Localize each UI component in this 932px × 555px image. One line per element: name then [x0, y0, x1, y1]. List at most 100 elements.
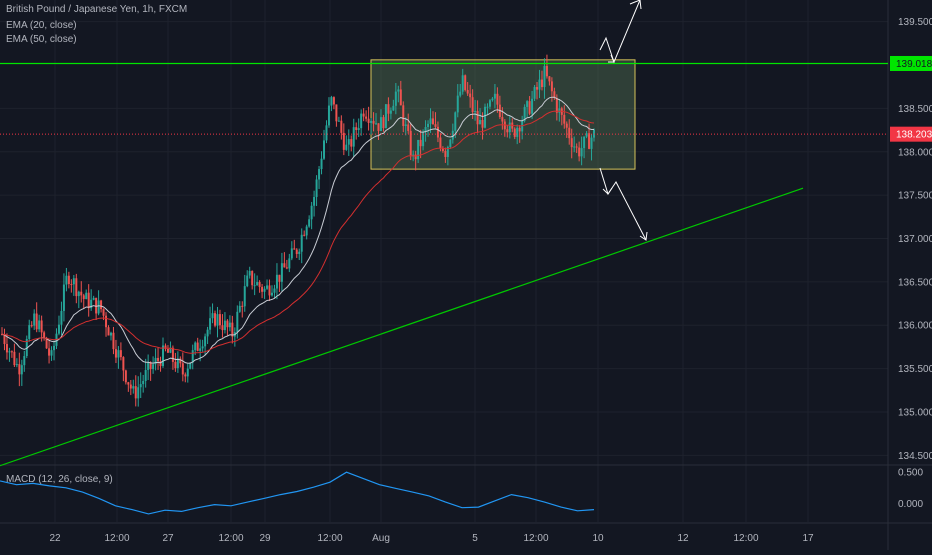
candle [580, 136, 583, 166]
candle-body [189, 362, 192, 369]
candle [80, 281, 83, 303]
breakout-up-arrow [599, 0, 641, 64]
candle-body [152, 364, 155, 370]
candle [30, 321, 33, 328]
candle-body [218, 314, 221, 326]
candle [256, 275, 259, 286]
candle [379, 109, 382, 132]
candle-body [434, 124, 437, 127]
candle [367, 106, 370, 131]
candle [43, 330, 46, 341]
candle-body [82, 295, 85, 300]
candle-body [543, 65, 546, 88]
candle [53, 340, 56, 361]
candle [370, 117, 373, 135]
candle-body [181, 363, 184, 375]
candle-body [355, 127, 358, 131]
candle [248, 266, 251, 279]
candle [33, 309, 36, 330]
candle [105, 312, 108, 337]
candle [513, 127, 516, 140]
candle [196, 337, 199, 352]
candle [315, 175, 318, 206]
candle-body [439, 137, 442, 149]
candle [184, 372, 187, 383]
candle [186, 363, 189, 383]
ema20-legend[interactable]: EMA (20, close) [6, 20, 77, 31]
candle [191, 344, 194, 370]
candle-body [5, 344, 8, 353]
candle-body [119, 350, 122, 358]
candle-body [228, 322, 231, 328]
time-tick-label: 12 [677, 533, 689, 544]
time-axis-labels: 22 12:00 27 12:00 29 12:00 Aug 5 12:00 10 12 12:00 1… [49, 533, 814, 544]
candle-body [367, 118, 370, 123]
candle-body [382, 117, 385, 129]
candle [117, 346, 120, 369]
ema50-legend[interactable]: EMA (50, close) [6, 34, 77, 45]
candle-body [191, 350, 194, 363]
candle [313, 190, 316, 217]
candle-body [392, 105, 395, 111]
candle-body [436, 126, 439, 138]
candle-body [538, 79, 541, 90]
candle-body [50, 350, 53, 356]
candle [345, 135, 348, 151]
candle-body [518, 127, 521, 132]
candle [95, 297, 98, 320]
candle-body [379, 117, 382, 131]
candle-body [347, 139, 350, 145]
candle-body [323, 140, 326, 159]
candle-body [501, 117, 504, 122]
candle-body [526, 101, 529, 107]
candle-body [558, 108, 561, 113]
candle [211, 303, 214, 324]
price-axis-labels: 134.500 135.000 135.500 136.000 136.500 137.0… [898, 17, 932, 510]
candle-body [424, 127, 427, 132]
candle [397, 85, 400, 103]
candle-body [28, 325, 31, 339]
candle [392, 99, 395, 111]
candles [1, 54, 595, 407]
candle-body [327, 105, 330, 126]
macd-legend[interactable]: MACD (12, 26, close, 9) [6, 474, 113, 485]
candle [476, 100, 479, 134]
candle [23, 350, 26, 372]
candle-body [87, 292, 90, 309]
candle [28, 319, 31, 342]
candle [166, 345, 169, 353]
symbol-title[interactable]: British Pound / Japanese Yen, 1h, FXCM [6, 4, 188, 15]
last-price-badge-text: 138.203 [896, 130, 932, 141]
candle-body [588, 133, 591, 149]
candle [355, 122, 358, 140]
candle [38, 314, 41, 333]
candle-body [414, 154, 417, 160]
candle-body [407, 124, 410, 131]
candle-body [221, 325, 224, 331]
candle [50, 346, 53, 361]
candle [377, 123, 380, 140]
candle [365, 110, 368, 122]
candle-body [533, 87, 536, 99]
candle-body [570, 138, 573, 148]
candle [283, 252, 286, 268]
candle-body [365, 116, 368, 119]
candle [238, 301, 241, 313]
time-tick-label: Aug [372, 533, 390, 544]
candle [251, 270, 254, 290]
candle-body [35, 313, 38, 330]
candle [243, 274, 246, 312]
time-tick-label: 12:00 [733, 533, 758, 544]
price-tick-label: 136.500 [898, 277, 932, 288]
candle [258, 280, 261, 293]
candle-body [454, 112, 457, 131]
candle-body [548, 76, 551, 82]
candle-body [449, 139, 452, 147]
candle [132, 379, 135, 394]
candle-body [266, 285, 269, 289]
candle-body [593, 129, 595, 138]
candle [82, 293, 85, 309]
price-tick-label: 135.500 [898, 364, 932, 375]
candle-body [417, 139, 420, 160]
